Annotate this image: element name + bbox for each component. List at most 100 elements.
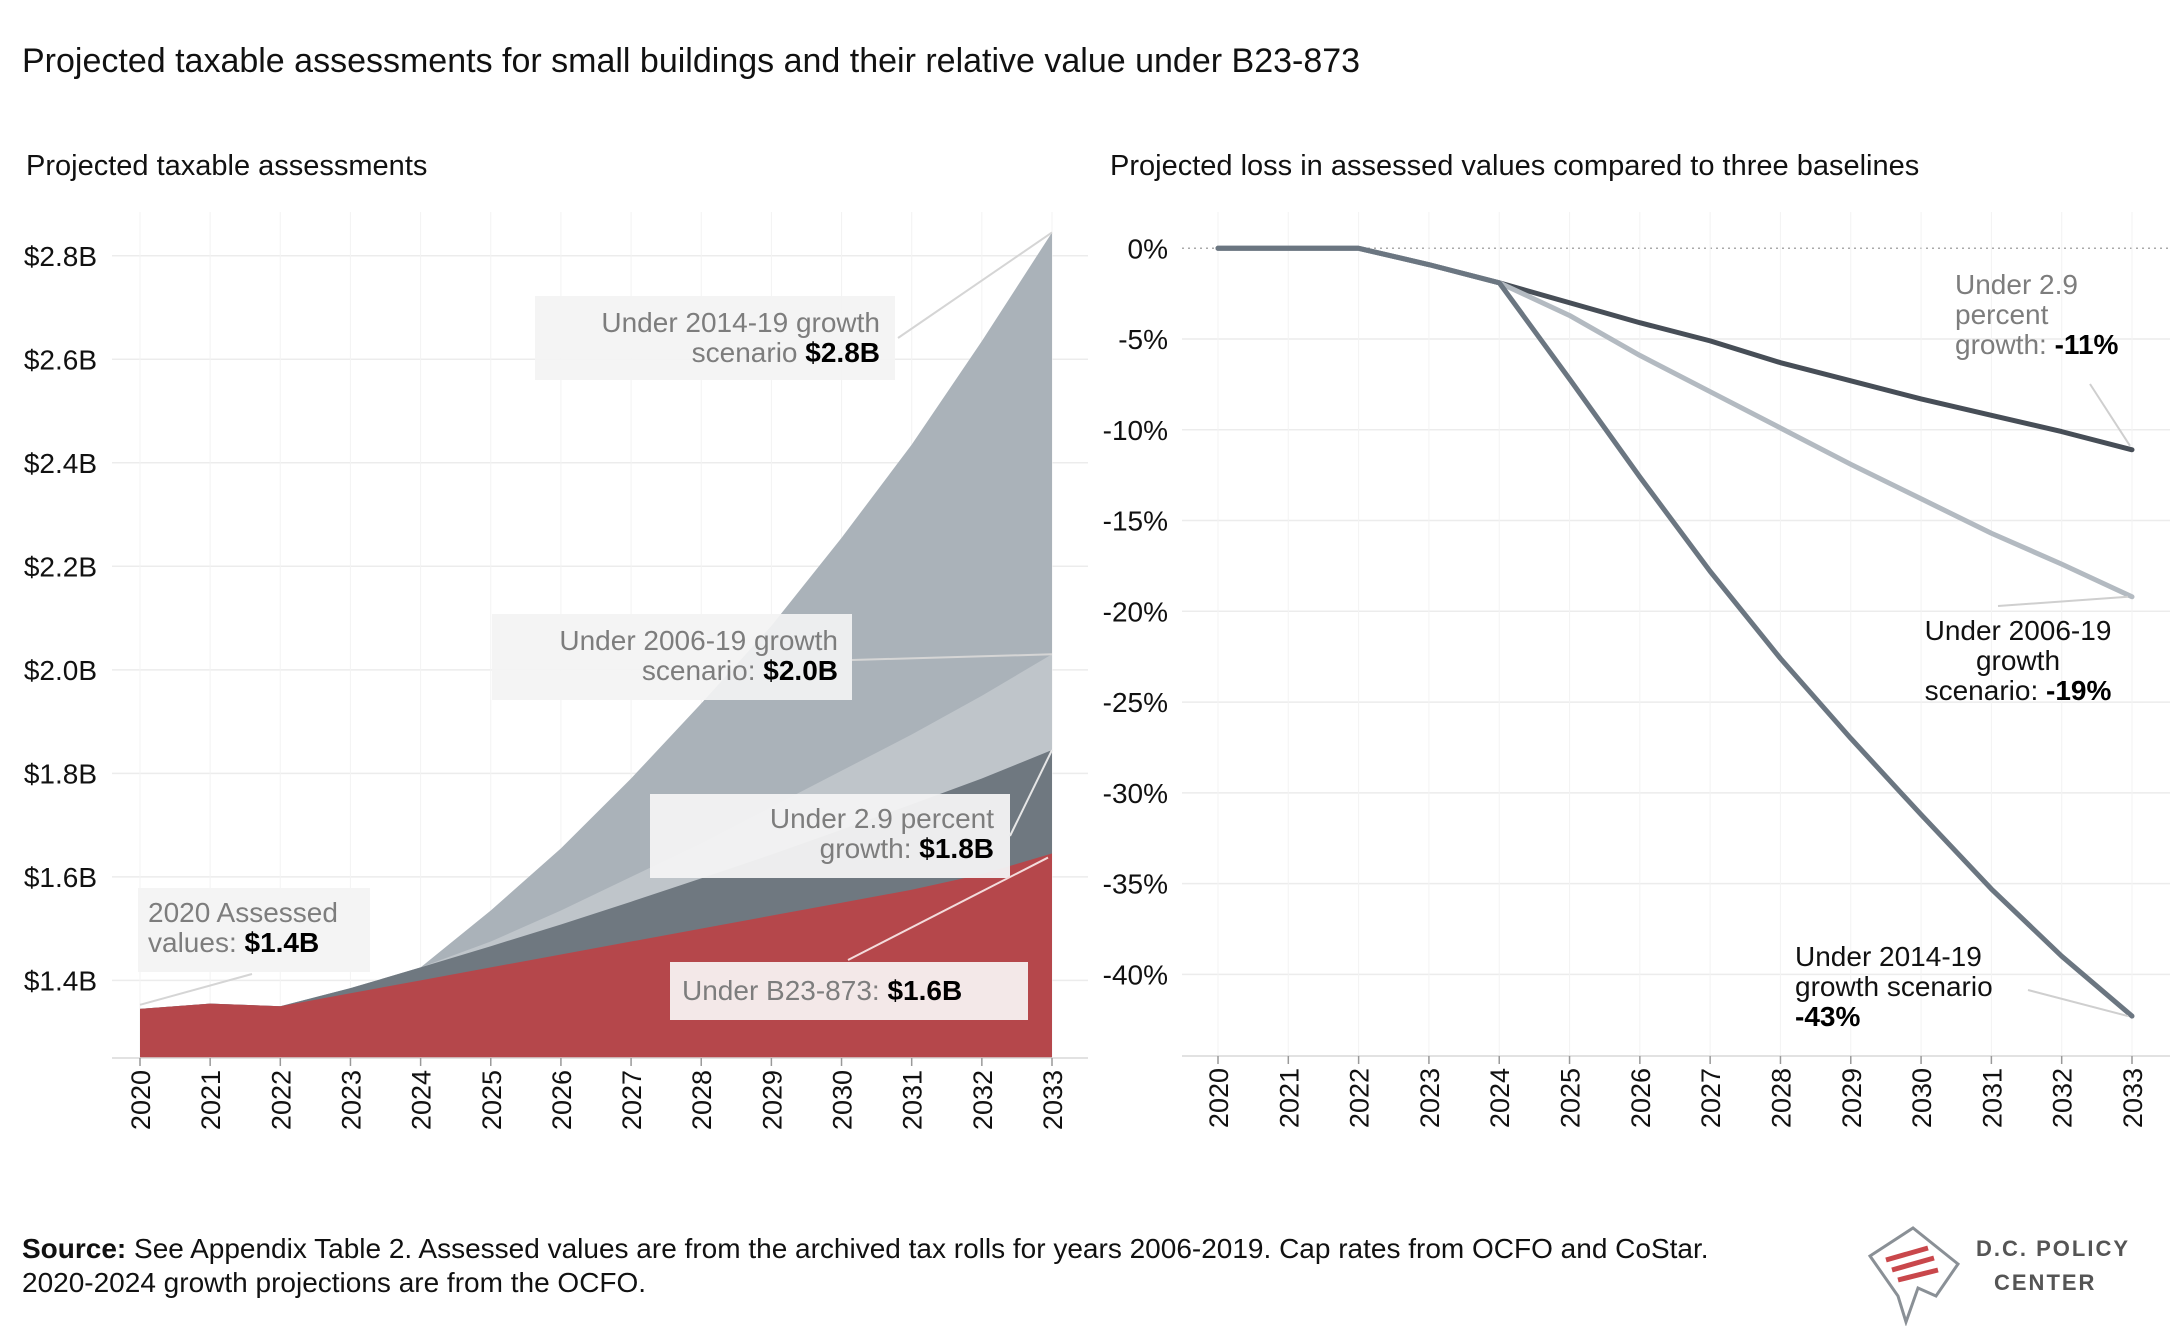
- y-tick-label: $2.0B: [24, 655, 97, 686]
- dc-policy-center-logo: D.C. POLICY CENTER: [1858, 1226, 2128, 1327]
- y-tick-label: -10%: [1103, 415, 1168, 446]
- y-tick-label: -25%: [1103, 687, 1168, 718]
- y-tick-label: -40%: [1103, 959, 1168, 990]
- right-grid: [1182, 212, 2170, 1056]
- leader-line: [2027, 989, 2129, 1018]
- right-axes: 0% -5% -10% -15% -20% -25% -30% -35% -40% 2020 202…: [1103, 233, 2170, 1128]
- leader-line: [139, 973, 253, 1006]
- annotation-2014-value: scenario $2.8B: [692, 337, 880, 368]
- x-tick-label: 2028: [1766, 1068, 1796, 1128]
- x-tick-label: 2025: [1556, 1068, 1586, 1128]
- leader-line: [847, 856, 1049, 961]
- annotation-box: [535, 296, 895, 380]
- annotation-text: Under 2014-19 growth: [601, 307, 880, 338]
- annotation-2006-value: scenario: $2.0B: [642, 655, 838, 686]
- annotation-text: growth:: [1955, 329, 2055, 360]
- x-tick-label: 2021: [1274, 1068, 1304, 1128]
- x-tick-label: 2026: [547, 1070, 577, 1130]
- annotation-text: Under 2.9: [1955, 269, 2078, 300]
- annotation-text: Under B23-873:: [682, 975, 887, 1006]
- right-lines: [1215, 245, 2135, 1019]
- y-tick-label: $1.4B: [24, 965, 97, 996]
- annotation-text: scenario:: [1925, 675, 2046, 706]
- x-tick-label: 2030: [1907, 1068, 1937, 1128]
- annotation-2020: 2020 Assessed: [148, 897, 338, 928]
- y-tick-label: $2.8B: [24, 241, 97, 272]
- x-tick-label: 2025: [477, 1070, 507, 1130]
- annotation-box: [670, 962, 1028, 1020]
- x-tick-label: 2028: [687, 1070, 717, 1130]
- y-tick-label: $1.6B: [24, 862, 97, 893]
- annotation-text: growth: [1976, 645, 2060, 676]
- annotation-2006: Under 2006-19 growth: [559, 625, 838, 656]
- annotation-text: Under 2.9 percent: [770, 803, 994, 834]
- y-tick-label: $1.8B: [24, 758, 97, 789]
- x-tick-label: 2033: [1038, 1070, 1068, 1130]
- value-label: $2.0B: [763, 655, 838, 686]
- annotation-text: percent: [1955, 299, 2049, 330]
- annotation-text: Under 2014-19: [1795, 941, 1982, 972]
- y-tick-label: -5%: [1118, 324, 1168, 355]
- x-tick-label: 2027: [1696, 1068, 1726, 1128]
- annotation-text: values:: [148, 927, 245, 958]
- x-tick-label: 2022: [266, 1070, 296, 1130]
- dc-map-icon: [1867, 1226, 1961, 1327]
- left-area-chart: $1.4B $1.6B $1.8B $2.0B $2.2B $2.4B $2.6B $2.8B…: [24, 212, 1088, 1130]
- y-tick-label: 0%: [1128, 233, 1168, 264]
- right-chart-subtitle: Projected loss in assessed values compar…: [1110, 150, 1920, 182]
- source-note: Source: See Appendix Table 2. Assessed v…: [22, 1232, 1772, 1300]
- y-tick-label: $2.4B: [24, 448, 97, 479]
- leader-line: [851, 653, 1053, 661]
- y-tick-label: -35%: [1103, 869, 1168, 900]
- x-tick-label: 2026: [1626, 1068, 1656, 1128]
- annotation-b23: Under B23-873: $1.6B: [682, 975, 962, 1006]
- x-tick-label: 2031: [898, 1070, 928, 1130]
- annotation-2014-value: -43%: [1795, 1001, 1860, 1032]
- annotation-29: Under 2.9: [1955, 269, 2078, 300]
- annotation-29: percent: [1955, 299, 2049, 330]
- left-chart-subtitle: Projected taxable assessments: [26, 150, 428, 182]
- x-tick-label: 2029: [1837, 1068, 1867, 1128]
- x-tick-label: 2031: [1977, 1068, 2007, 1128]
- x-tick-label: 2023: [1415, 1068, 1445, 1128]
- y-tick-label: -30%: [1103, 778, 1168, 809]
- annotation-text: Under 2006-19 growth: [559, 625, 838, 656]
- annotation-29-value: growth: $1.8B: [820, 833, 994, 864]
- annotation-text: Under 2006-19: [1925, 615, 2112, 646]
- leader-line: [2089, 383, 2131, 447]
- x-tick-label: 2021: [196, 1070, 226, 1130]
- logo-line2: CENTER: [1994, 1270, 2097, 1295]
- value-label: $1.8B: [919, 833, 994, 864]
- source-label: Source:: [22, 1233, 127, 1264]
- x-tick-label: 2023: [336, 1070, 366, 1130]
- annotation-2014: growth scenario: [1795, 971, 1993, 1002]
- right-line-chart: 0% -5% -10% -15% -20% -25% -30% -35% -40% 2020 202…: [1103, 212, 2170, 1128]
- annotation-2014: Under 2014-19 growth: [601, 307, 880, 338]
- page-title: Projected taxable assessments for small …: [22, 42, 1361, 80]
- x-tick-label: 2032: [2048, 1068, 2078, 1128]
- x-tick-label: 2030: [828, 1070, 858, 1130]
- annotation-box: [138, 888, 370, 972]
- annotation-29-value: growth: -11%: [1955, 329, 2119, 360]
- value-label: -43%: [1795, 1001, 1860, 1032]
- x-tick-label: 2022: [1345, 1068, 1375, 1128]
- x-tick-label: 2024: [407, 1070, 437, 1130]
- annotation-2006: Under 2006-19: [1925, 615, 2112, 646]
- y-tick-label: $2.6B: [24, 344, 97, 375]
- value-label: $1.4B: [245, 927, 320, 958]
- leader-line: [1009, 749, 1053, 837]
- x-tick-label: 2020: [126, 1070, 156, 1130]
- annotation-2006-value: scenario: -19%: [1925, 675, 2112, 706]
- annotation-box: [492, 614, 852, 700]
- y-tick-label: $2.2B: [24, 551, 97, 582]
- y-tick-label: -20%: [1103, 596, 1168, 627]
- x-tick-label: 2029: [757, 1070, 787, 1130]
- line-g2014: [1215, 245, 2135, 1019]
- annotation-2006: growth: [1976, 645, 2060, 676]
- annotation-2020-value: values: $1.4B: [148, 927, 319, 958]
- x-tick-label: 2033: [2118, 1068, 2148, 1128]
- x-tick-label: 2027: [617, 1070, 647, 1130]
- x-tick-label: 2024: [1485, 1068, 1515, 1128]
